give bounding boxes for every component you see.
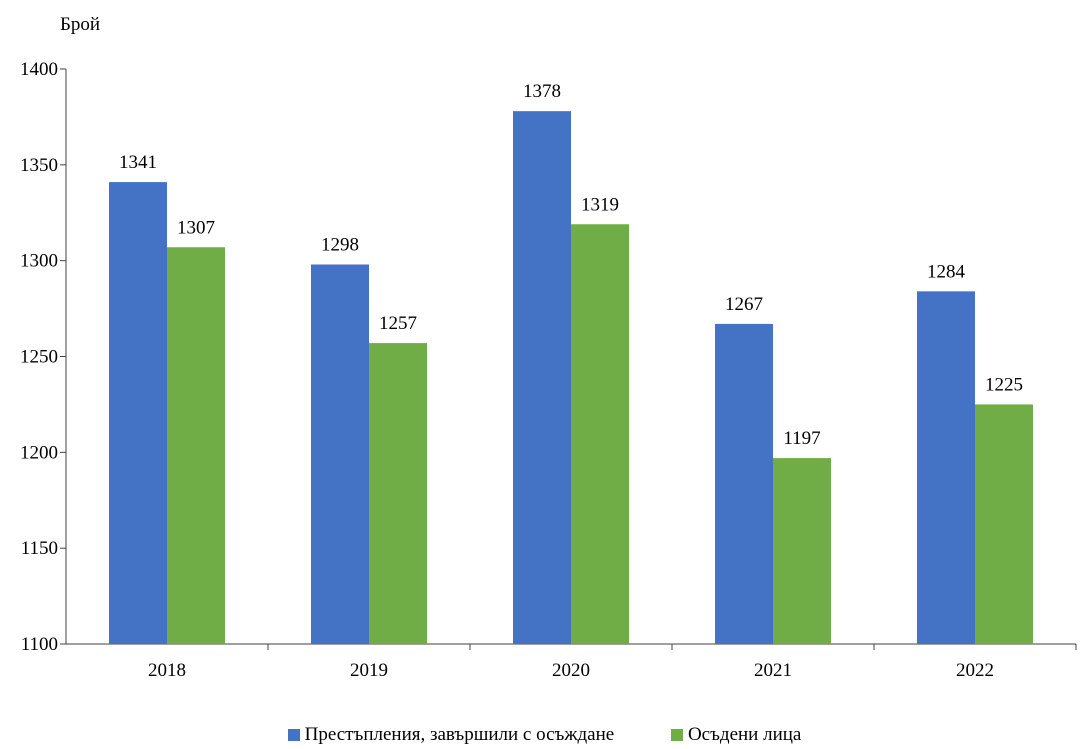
legend-item-series-1: Престъпления, завършили с осъждане [287,724,615,746]
y-tick-label: 1250 [20,347,58,368]
legend-item-series-2: Осъдени лица [670,724,802,746]
data-label-2018-series-2: 1307 [177,217,215,238]
data-label-2022-series-2: 1225 [985,374,1023,395]
bar-2021-series-2 [773,458,831,644]
x-tick-label-2020: 2020 [552,660,590,681]
bar-2018-series-1 [109,182,167,645]
bar-2019-series-1 [311,264,369,644]
data-label-2018-series-1: 1341 [119,152,157,173]
bar-2018-series-2 [167,247,225,644]
bar-2020-series-1 [513,111,571,644]
data-label-2020-series-1: 1378 [523,81,561,102]
data-label-2019-series-1: 1298 [321,235,359,256]
bar-2022-series-2 [975,404,1033,644]
x-tick-label-2022: 2022 [956,660,994,681]
y-tick-label: 1350 [20,155,58,176]
bar-2019-series-2 [369,343,427,644]
legend: Престъпления, завършили с осъждане Осъде… [0,724,1089,747]
data-label-2022-series-1: 1284 [927,261,966,282]
y-tick-label: 1400 [20,59,58,80]
data-label-2021-series-1: 1267 [725,294,763,315]
legend-label-series-1: Престъпления, завършили с осъждане [304,724,615,745]
legend-swatch-series-2 [670,729,683,741]
bar-2021-series-1 [715,323,773,644]
y-tick-label: 1150 [21,538,58,559]
data-label-2021-series-2: 1197 [783,428,820,449]
x-tick-label-2018: 2018 [148,660,186,681]
bar-2020-series-2 [571,224,629,644]
bar-2022-series-1 [917,291,975,644]
x-tick-label-2019: 2019 [350,660,388,681]
x-tick-label-2021: 2021 [754,660,792,681]
data-label-2020-series-2: 1319 [581,194,619,215]
y-tick-label: 1300 [20,251,58,272]
legend-label-series-2: Осъдени лица [687,724,802,745]
y-tick-label: 1100 [21,634,58,655]
y-axis-label: Брой [60,14,101,35]
y-tick-label: 1200 [20,442,58,463]
data-label-2019-series-2: 1257 [379,313,417,334]
legend-swatch-series-1 [287,729,300,741]
